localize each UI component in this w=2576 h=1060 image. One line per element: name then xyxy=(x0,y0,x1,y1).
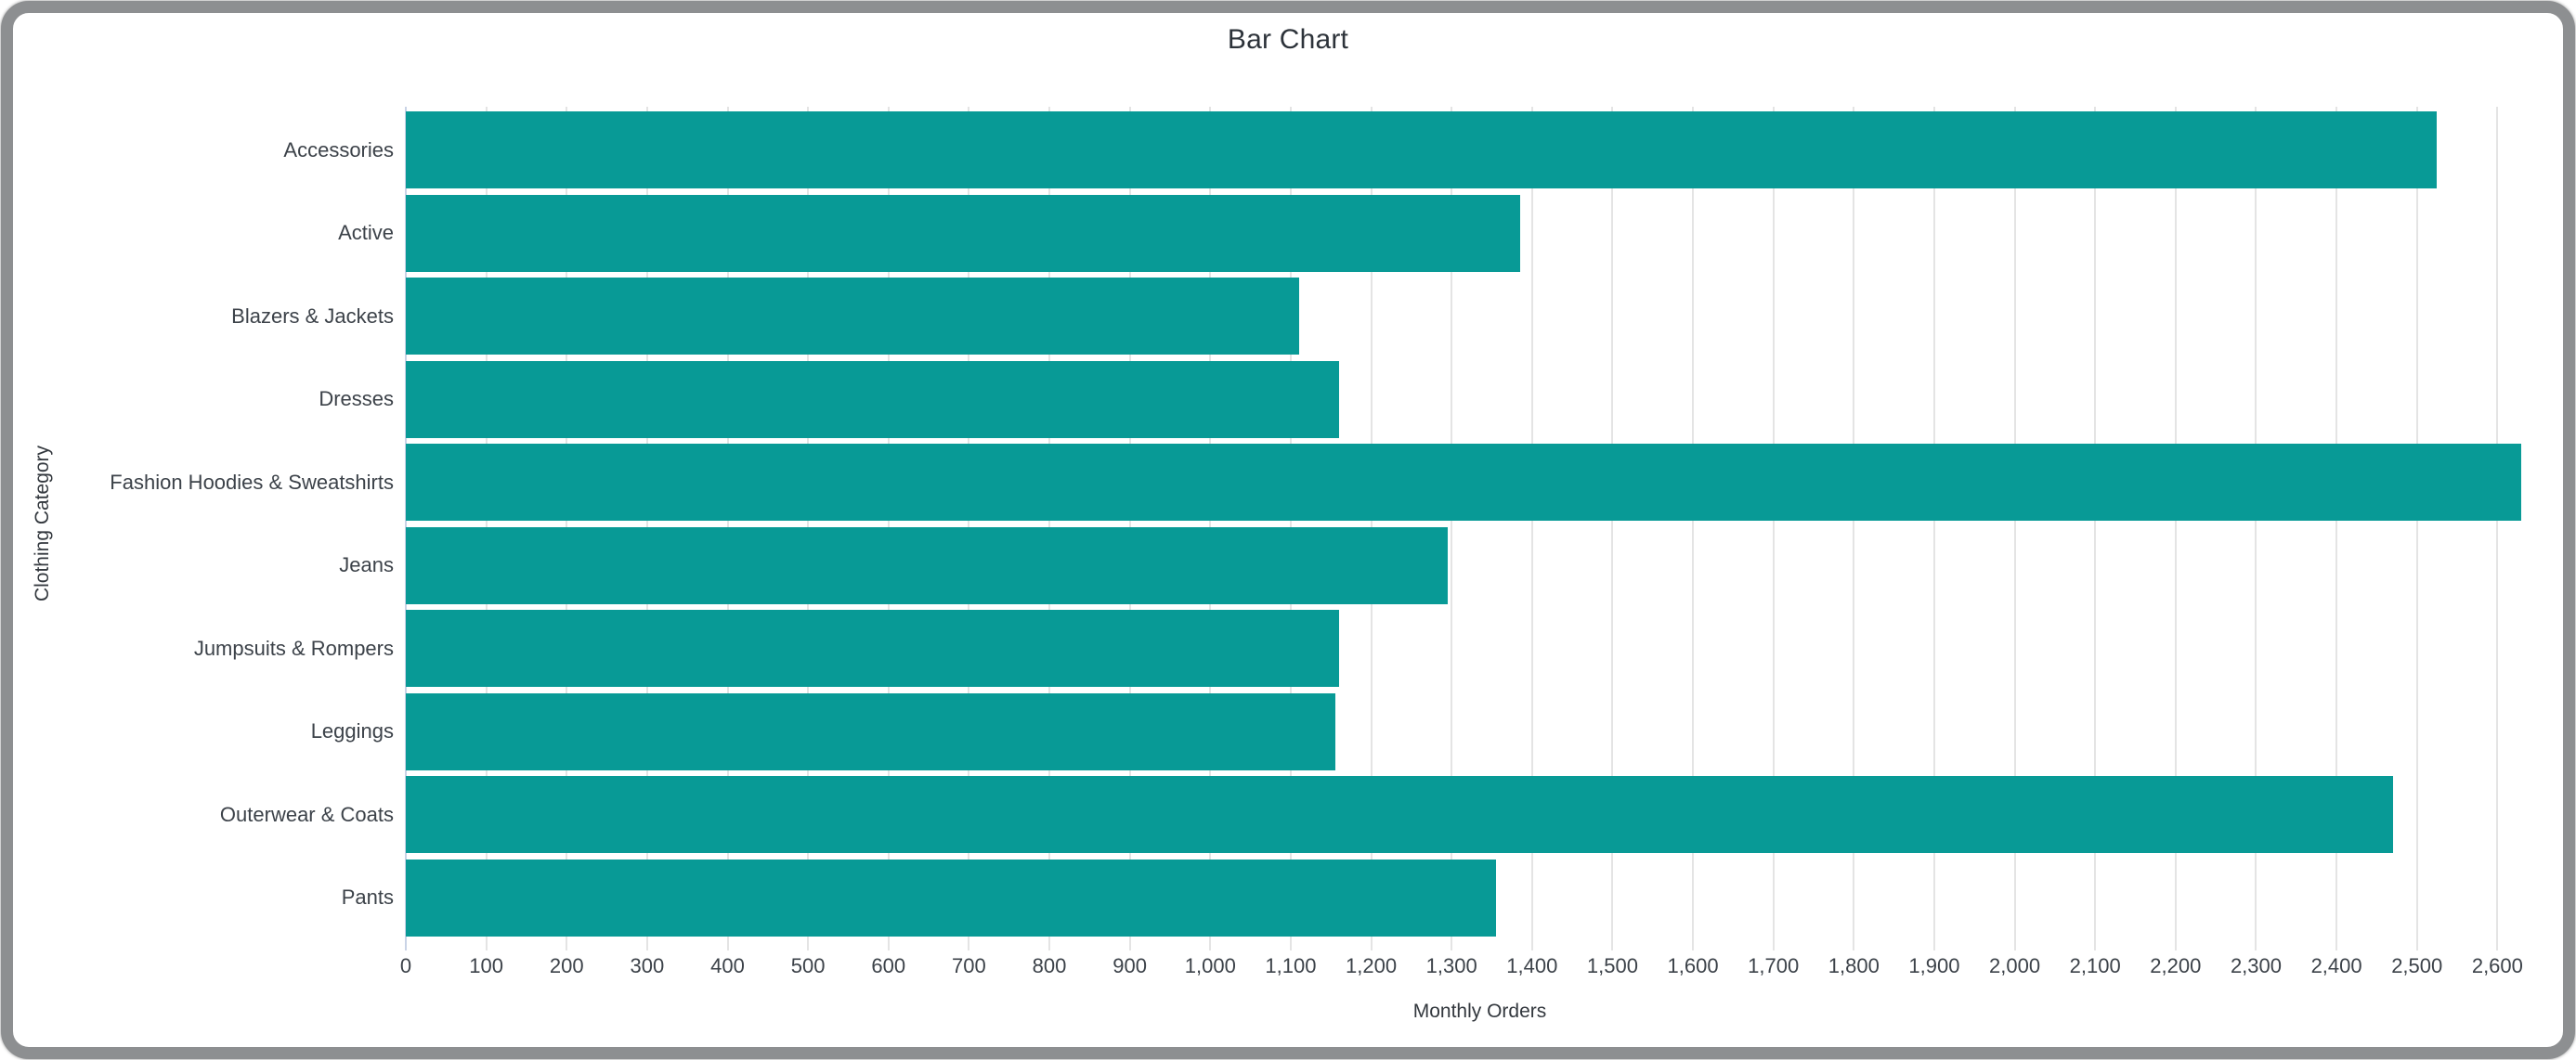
bar-pants[interactable] xyxy=(406,859,1496,937)
gridline xyxy=(1692,107,1695,950)
chart-title: Bar Chart xyxy=(1227,24,1349,55)
x-tick-label: 2,500 xyxy=(2391,954,2443,977)
gridline xyxy=(1853,107,1855,950)
bar-jeans[interactable] xyxy=(406,526,1448,604)
x-tick-label: 1,800 xyxy=(1828,954,1880,977)
x-tick-label: 700 xyxy=(952,954,986,977)
y-tick-label: Blazers & Jackets xyxy=(231,304,394,328)
x-tick-label: 100 xyxy=(469,954,503,977)
x-tick-label: 2,200 xyxy=(2150,954,2202,977)
gridline xyxy=(2496,107,2499,950)
gridline xyxy=(1530,107,1533,950)
y-tick-label: Leggings xyxy=(310,719,394,743)
x-tick-label: 200 xyxy=(549,954,584,977)
x-tick-label: 800 xyxy=(1032,954,1067,977)
x-tick-label: 1,200 xyxy=(1346,954,1398,977)
x-axis-tick-labels: 0 100 200 300 400 500 600 700 800 900 1,000 1,100 1,… xyxy=(400,954,2554,982)
x-tick-label: 300 xyxy=(630,954,665,977)
bar-accessories[interactable] xyxy=(406,111,2438,189)
gridline xyxy=(2094,107,2097,950)
x-tick-label: 1,000 xyxy=(1184,954,1236,977)
gridline xyxy=(2013,107,2016,950)
gridline xyxy=(1932,107,1935,950)
bar-leggings[interactable] xyxy=(406,692,1335,770)
bar-blazers-jackets[interactable] xyxy=(406,278,1299,355)
bar-active[interactable] xyxy=(406,194,1520,272)
x-tick-label: 1,700 xyxy=(1748,954,1800,977)
y-axis-tick-labels: Accessories Active Blazers & Jackets Dresse… xyxy=(0,109,394,939)
x-tick-label: 1,300 xyxy=(1425,954,1477,977)
x-tick-label: 1,900 xyxy=(1908,954,1960,977)
gridline xyxy=(1451,107,1453,950)
x-tick-label: 1,500 xyxy=(1586,954,1638,977)
y-tick-label: Dresses xyxy=(319,387,394,411)
y-tick-label: Accessories xyxy=(283,137,394,162)
bar-dresses[interactable] xyxy=(406,360,1339,438)
y-tick-label: Outerwear & Coats xyxy=(219,802,394,826)
x-tick-label: 500 xyxy=(790,954,826,977)
x-tick-label: 900 xyxy=(1112,954,1148,977)
x-tick-label: 0 xyxy=(399,954,412,977)
bar-fashion-hoodies-sweatshirts[interactable] xyxy=(406,444,2522,522)
x-axis-title: Monthly Orders xyxy=(1412,1001,1547,1022)
x-tick-label: 1,600 xyxy=(1667,954,1719,977)
x-tick-label: 600 xyxy=(871,954,906,977)
gridline xyxy=(1611,107,1614,950)
gridline xyxy=(2255,107,2257,950)
gridline xyxy=(2415,107,2418,950)
x-tick-label: 1,100 xyxy=(1265,954,1317,977)
x-tick-label: 2,000 xyxy=(1989,954,2041,977)
x-tick-label: 1,400 xyxy=(1506,954,1558,977)
gridline xyxy=(1772,107,1775,950)
x-tick-label: 2,100 xyxy=(2069,954,2121,977)
plot-area xyxy=(405,107,2554,950)
gridline xyxy=(2335,107,2338,950)
y-tick-label: Jeans xyxy=(339,553,394,577)
y-tick-label: Pants xyxy=(341,885,394,910)
gridline xyxy=(2174,107,2177,950)
y-tick-label: Active xyxy=(338,221,394,245)
bar-outerwear-coats[interactable] xyxy=(406,776,2393,854)
y-tick-label: Fashion Hoodies & Sweatshirts xyxy=(110,470,394,494)
y-tick-label: Jumpsuits & Rompers xyxy=(193,636,394,660)
x-tick-label: 2,600 xyxy=(2471,954,2523,977)
x-tick-label: 2,400 xyxy=(2310,954,2362,977)
x-tick-label: 2,300 xyxy=(2230,954,2282,977)
bar-jumpsuits-rompers[interactable] xyxy=(406,610,1339,688)
x-tick-label: 400 xyxy=(710,954,745,977)
